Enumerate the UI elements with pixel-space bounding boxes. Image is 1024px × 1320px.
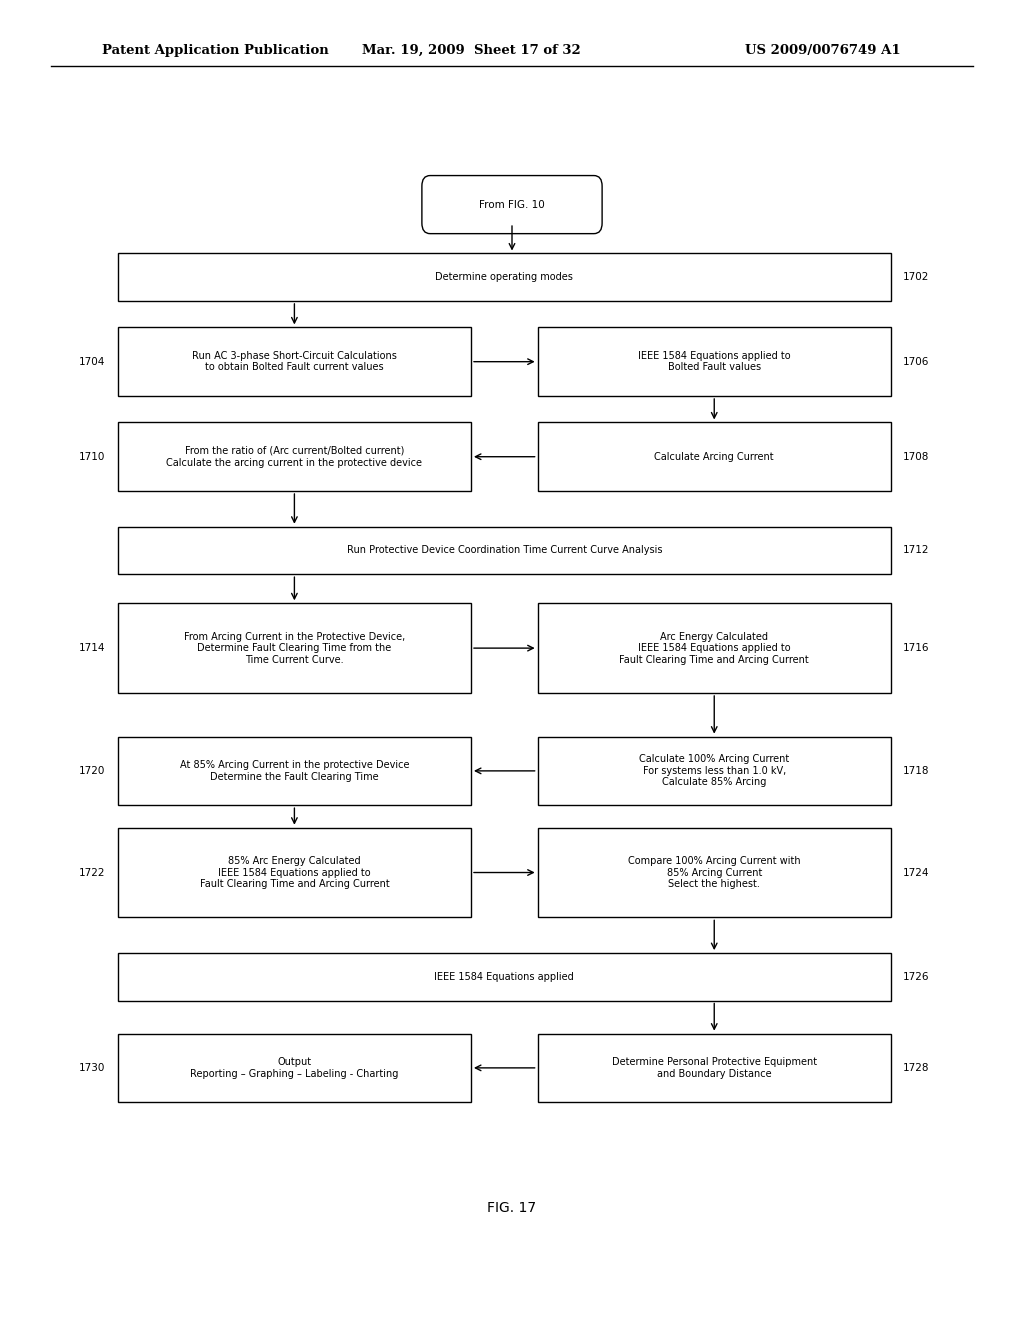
- FancyBboxPatch shape: [118, 327, 471, 396]
- FancyBboxPatch shape: [118, 527, 891, 574]
- Text: 1724: 1724: [903, 867, 930, 878]
- Text: 1712: 1712: [903, 545, 930, 556]
- FancyBboxPatch shape: [538, 737, 891, 805]
- Text: 1708: 1708: [903, 451, 930, 462]
- Text: IEEE 1584 Equations applied to
Bolted Fault values: IEEE 1584 Equations applied to Bolted Fa…: [638, 351, 791, 372]
- Text: From Arcing Current in the Protective Device,
Determine Fault Clearing Time from: From Arcing Current in the Protective De…: [183, 631, 406, 665]
- Text: 1716: 1716: [903, 643, 930, 653]
- Text: Run AC 3-phase Short-Circuit Calculations
to obtain Bolted Fault current values: Run AC 3-phase Short-Circuit Calculation…: [191, 351, 397, 372]
- Text: 1720: 1720: [79, 766, 105, 776]
- Text: Patent Application Publication: Patent Application Publication: [102, 44, 329, 57]
- Text: 1722: 1722: [79, 867, 105, 878]
- Text: Output
Reporting – Graphing – Labeling - Charting: Output Reporting – Graphing – Labeling -…: [190, 1057, 398, 1078]
- FancyBboxPatch shape: [538, 603, 891, 693]
- FancyBboxPatch shape: [118, 737, 471, 805]
- Text: 1704: 1704: [79, 356, 105, 367]
- Text: Determine Personal Protective Equipment
and Boundary Distance: Determine Personal Protective Equipment …: [611, 1057, 817, 1078]
- FancyBboxPatch shape: [118, 253, 891, 301]
- FancyBboxPatch shape: [118, 953, 891, 1001]
- Text: 1702: 1702: [903, 272, 930, 282]
- Text: From FIG. 10: From FIG. 10: [479, 199, 545, 210]
- Text: FIG. 17: FIG. 17: [487, 1201, 537, 1214]
- FancyBboxPatch shape: [538, 828, 891, 917]
- Text: Run Protective Device Coordination Time Current Curve Analysis: Run Protective Device Coordination Time …: [346, 545, 663, 556]
- Text: 1726: 1726: [903, 972, 930, 982]
- FancyBboxPatch shape: [118, 1034, 471, 1102]
- Text: Determine operating modes: Determine operating modes: [435, 272, 573, 282]
- Text: Calculate 100% Arcing Current
For systems less than 1.0 kV,
Calculate 85% Arcing: Calculate 100% Arcing Current For system…: [639, 754, 790, 788]
- Text: 1728: 1728: [903, 1063, 930, 1073]
- FancyBboxPatch shape: [538, 422, 891, 491]
- Text: 1710: 1710: [79, 451, 105, 462]
- Text: 85% Arc Energy Calculated
IEEE 1584 Equations applied to
Fault Clearing Time and: 85% Arc Energy Calculated IEEE 1584 Equa…: [200, 855, 389, 890]
- Text: Compare 100% Arcing Current with
85% Arcing Current
Select the highest.: Compare 100% Arcing Current with 85% Arc…: [628, 855, 801, 890]
- FancyBboxPatch shape: [118, 422, 471, 491]
- Text: US 2009/0076749 A1: US 2009/0076749 A1: [745, 44, 901, 57]
- Text: Arc Energy Calculated
IEEE 1584 Equations applied to
Fault Clearing Time and Arc: Arc Energy Calculated IEEE 1584 Equation…: [620, 631, 809, 665]
- Text: Mar. 19, 2009  Sheet 17 of 32: Mar. 19, 2009 Sheet 17 of 32: [361, 44, 581, 57]
- Text: Calculate Arcing Current: Calculate Arcing Current: [654, 451, 774, 462]
- Text: IEEE 1584 Equations applied: IEEE 1584 Equations applied: [434, 972, 574, 982]
- Text: 1714: 1714: [79, 643, 105, 653]
- Text: At 85% Arcing Current in the protective Device
Determine the Fault Clearing Time: At 85% Arcing Current in the protective …: [179, 760, 410, 781]
- FancyBboxPatch shape: [118, 828, 471, 917]
- Text: 1730: 1730: [79, 1063, 105, 1073]
- FancyBboxPatch shape: [538, 1034, 891, 1102]
- Text: From the ratio of (Arc current/Bolted current)
Calculate the arcing current in t: From the ratio of (Arc current/Bolted cu…: [166, 446, 422, 467]
- FancyBboxPatch shape: [118, 603, 471, 693]
- Text: 1718: 1718: [903, 766, 930, 776]
- FancyBboxPatch shape: [538, 327, 891, 396]
- Text: 1706: 1706: [903, 356, 930, 367]
- FancyBboxPatch shape: [422, 176, 602, 234]
